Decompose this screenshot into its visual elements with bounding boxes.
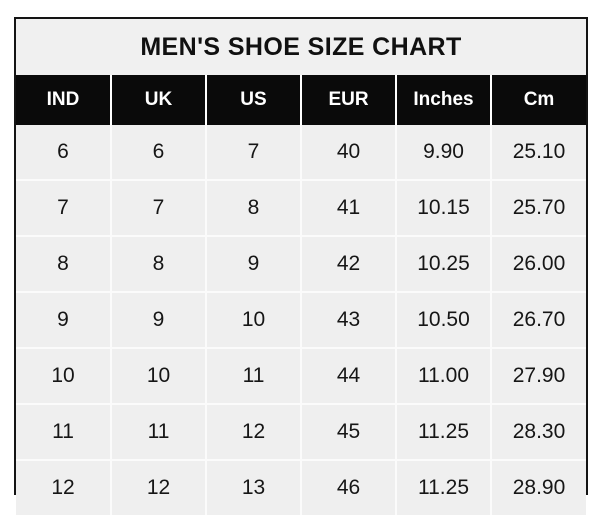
cell-eur: 46 [300,459,396,515]
cell-inches: 10.15 [395,179,491,236]
cell-ind: 8 [16,235,111,292]
cell-eur: 45 [300,403,396,460]
cell-uk: 6 [110,125,206,180]
cell-eur: 43 [300,291,396,348]
cell-us: 10 [205,291,301,348]
cell-us: 11 [205,347,301,404]
cell-us: 8 [205,179,301,236]
table-header: IND UK US EUR Inches Cm [16,75,586,125]
cell-cm: 25.70 [490,179,586,236]
column-header-us: US [205,75,301,125]
cell-inches: 10.50 [395,291,491,348]
table-row: 6 6 7 40 9.90 25.10 [16,125,586,180]
cell-cm: 25.10 [490,125,586,180]
cell-inches: 10.25 [395,235,491,292]
table-header-row: IND UK US EUR Inches Cm [16,75,586,125]
cell-uk: 10 [110,347,206,404]
cell-cm: 27.90 [490,347,586,404]
table-row: 11 11 12 45 11.25 28.30 [16,403,586,460]
column-header-eur: EUR [300,75,396,125]
cell-cm: 28.30 [490,403,586,460]
column-header-ind: IND [46,89,80,110]
cell-us: 9 [205,235,301,292]
cell-cm: 26.70 [490,291,586,348]
cell-eur: 42 [300,235,396,292]
cell-inches: 11.25 [395,459,491,515]
cell-ind: 9 [16,291,111,348]
cell-ind: 11 [16,403,111,460]
cell-uk: 8 [110,235,206,292]
cell-cm: 26.00 [490,235,586,292]
table-row: 12 12 13 46 11.25 28.90 [16,459,586,515]
cell-ind: 10 [16,347,111,404]
cell-us: 13 [205,459,301,515]
cell-inches: 9.90 [395,125,491,180]
table-row: 9 9 10 43 10.50 26.70 [16,291,586,348]
cell-us: 12 [205,403,301,460]
table-row: 10 10 11 44 11.00 27.90 [16,347,586,404]
cell-inches: 11.00 [395,347,491,404]
table-row: 8 8 9 42 10.25 26.00 [16,235,586,292]
shoe-size-table: IND UK US EUR Inches Cm 6 6 7 40 9.90 25… [16,75,586,515]
cell-eur: 41 [300,179,396,236]
table-row: 7 7 8 41 10.15 25.70 [16,179,586,236]
cell-ind: 7 [16,179,111,236]
cell-ind: 6 [16,125,111,180]
cell-inches: 11.25 [395,403,491,460]
cell-cm: 28.90 [490,459,586,515]
size-chart-container: MEN'S SHOE SIZE CHART IND UK US EUR Inch… [14,17,588,515]
cell-uk: 9 [110,291,206,348]
cell-us: 7 [205,125,301,180]
column-header-uk: UK [110,75,206,125]
cell-uk: 11 [110,403,206,460]
column-header-cm: Cm [490,75,586,125]
table-body: 6 6 7 40 9.90 25.10 7 7 8 41 10.15 25.70… [16,125,586,515]
cell-ind: 12 [16,459,111,515]
cell-eur: 44 [300,347,396,404]
cell-eur: 40 [300,125,396,180]
cell-uk: 12 [110,459,206,515]
column-header-inches: Inches [395,75,491,125]
cell-uk: 7 [110,179,206,236]
page-title: MEN'S SHOE SIZE CHART [16,19,586,75]
